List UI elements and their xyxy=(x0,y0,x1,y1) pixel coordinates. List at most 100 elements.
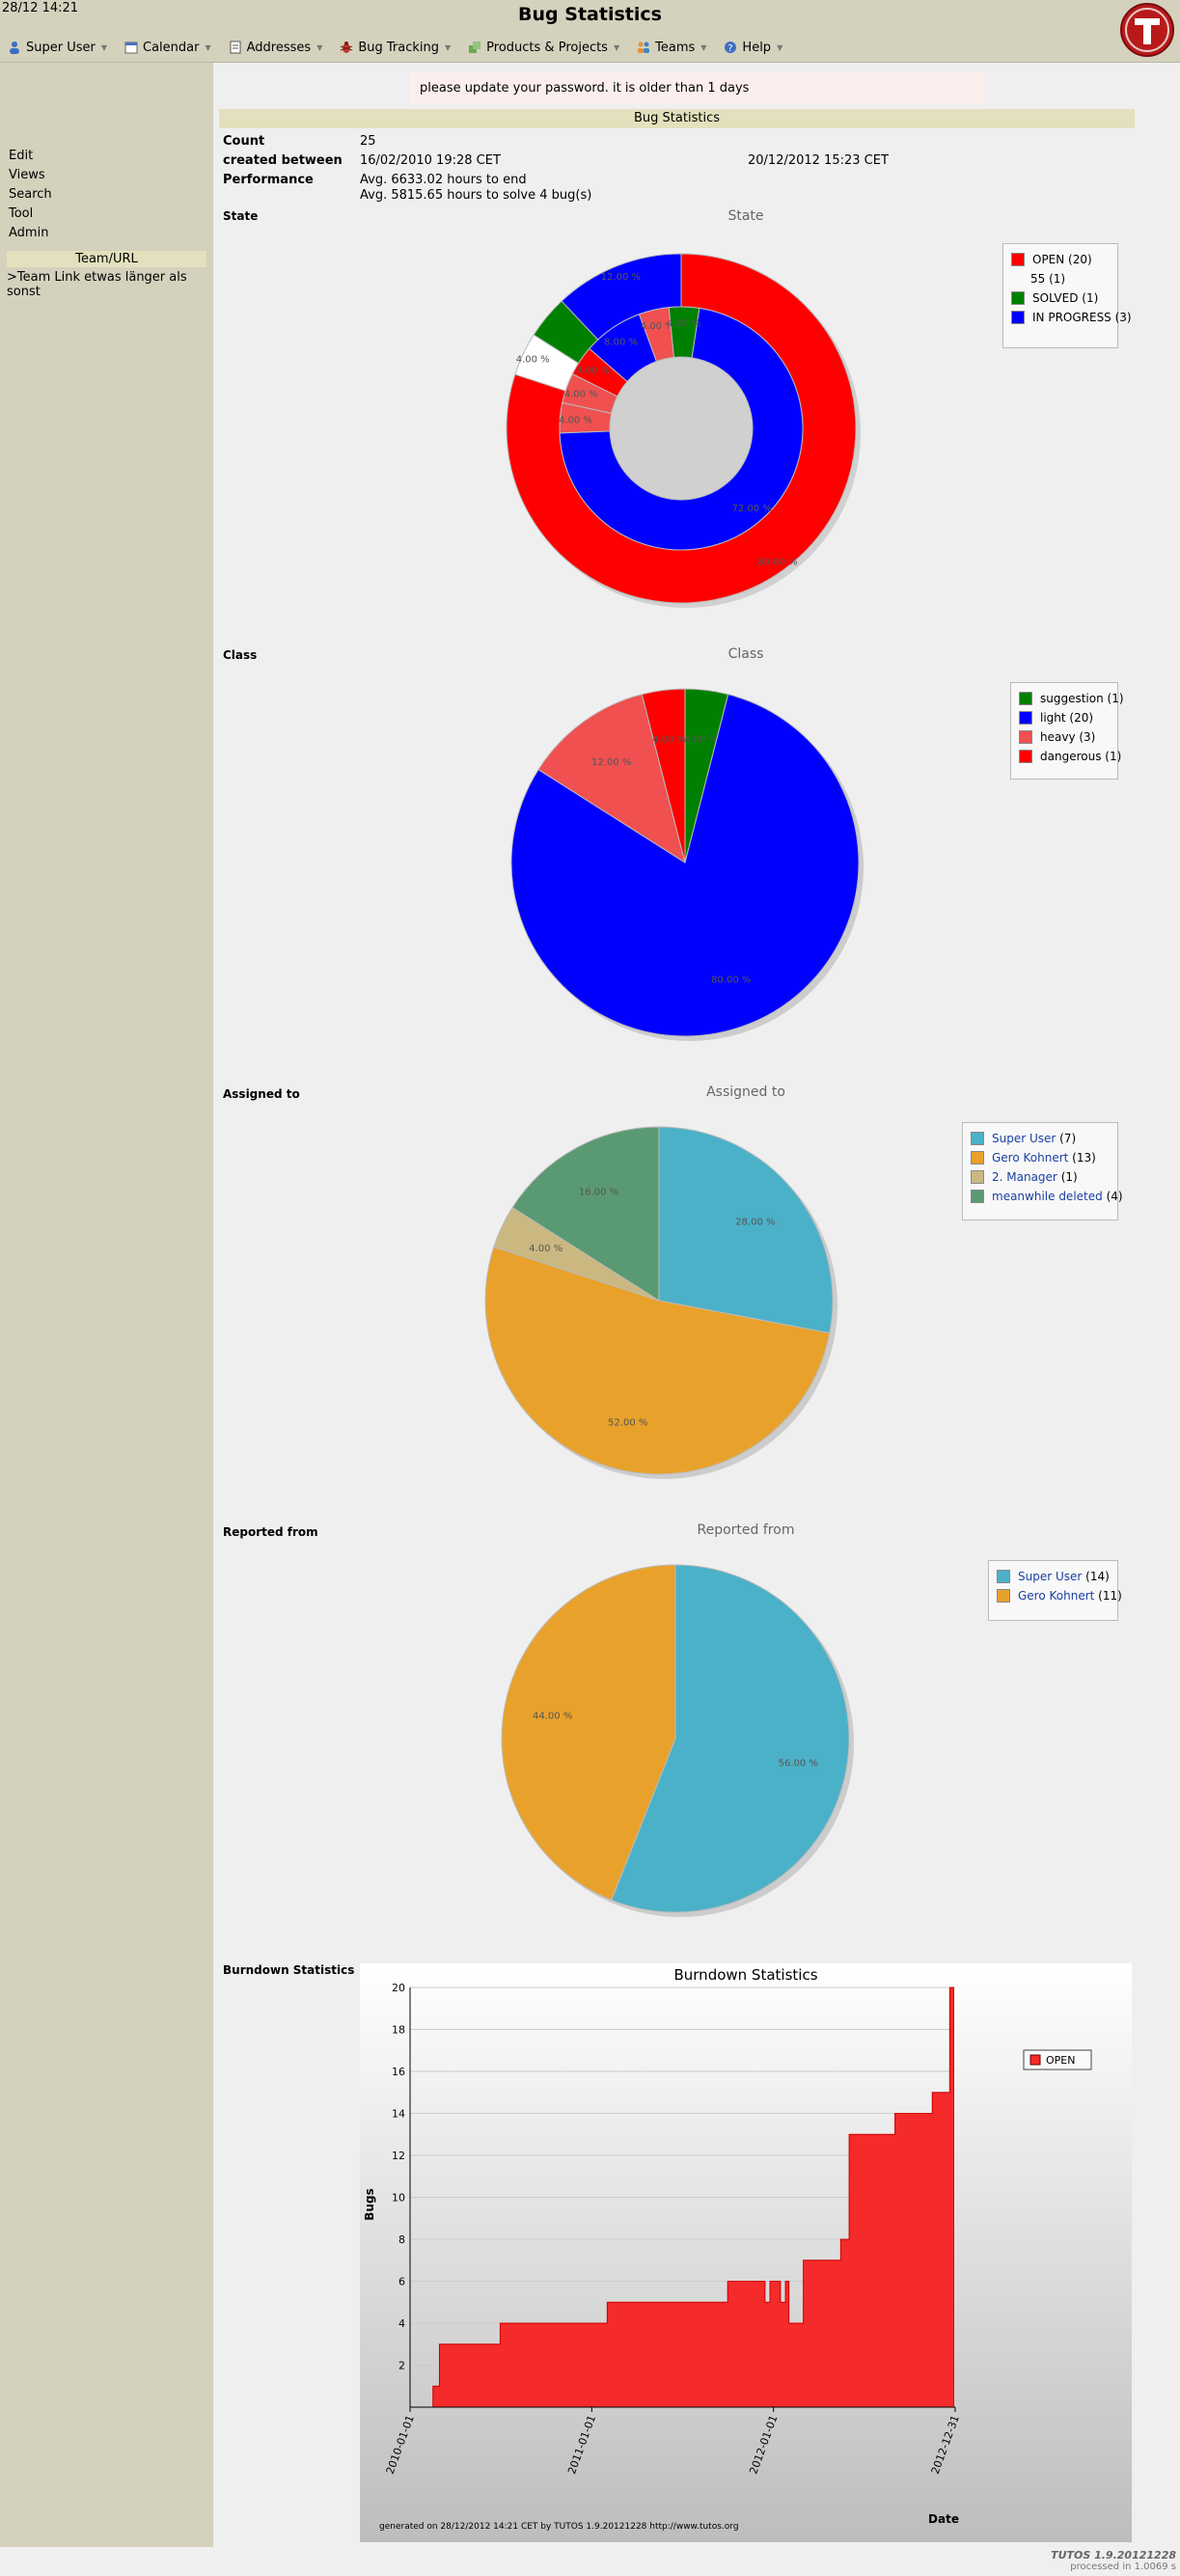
sidebar-link-admin[interactable]: Admin xyxy=(9,226,49,240)
pie-slice[interactable] xyxy=(611,1564,850,1913)
inner-ring-slice[interactable] xyxy=(559,307,804,551)
menu-help[interactable]: ? Help ▼ xyxy=(724,37,782,58)
team-link[interactable]: >Team Link etwas länger als sonst xyxy=(7,270,187,299)
pie-slice[interactable] xyxy=(501,1564,676,1902)
legend-label[interactable]: Gero Kohnert xyxy=(1018,1589,1095,1603)
bug-icon xyxy=(340,41,353,54)
pie-slice-label: 52.00 % xyxy=(608,1418,647,1429)
legend-label[interactable]: Gero Kohnert xyxy=(992,1151,1069,1165)
pie-slice-label: 4.00 % xyxy=(529,1244,563,1254)
inner-ring-slice-label: 8.00 % xyxy=(604,337,638,347)
legend-label: dangerous (1) xyxy=(1040,750,1122,763)
menu-label: Calendar xyxy=(143,40,200,55)
legend-item: 2. Manager (1) xyxy=(971,1167,1110,1187)
pie-slice[interactable] xyxy=(510,694,860,1037)
menu-addresses[interactable]: Addresses ▼ xyxy=(229,37,323,58)
pie-slice[interactable] xyxy=(484,1246,831,1475)
y-tick-label: 18 xyxy=(392,2024,405,2037)
legend-label: OPEN xyxy=(1046,2054,1075,2067)
legend-swatch xyxy=(1011,273,1023,285)
menu-products-projects[interactable]: Products & Projects ▼ xyxy=(468,37,619,58)
menu-bug-tracking[interactable]: Bug Tracking ▼ xyxy=(340,37,451,58)
svg-text:?: ? xyxy=(728,43,733,54)
legend-swatch xyxy=(971,1132,984,1145)
pie-slice-label: 4.00 % xyxy=(652,734,686,745)
performance-solve: Avg. 5815.65 hours to solve 4 bug(s) xyxy=(360,188,592,203)
menu-label: Super User xyxy=(26,40,96,55)
inner-ring-slice-label: 4.00 % xyxy=(559,415,592,425)
legend-label: heavy (3) xyxy=(1040,730,1096,744)
count-label: Count xyxy=(223,134,265,149)
legend-count: (13) xyxy=(1068,1151,1096,1165)
burndown-area-open xyxy=(432,1987,954,2408)
legend-swatch xyxy=(1011,253,1025,266)
products-icon xyxy=(468,41,481,54)
legend-count: (1) xyxy=(1057,1170,1078,1184)
inner-ring-slice-label: 4.00 % xyxy=(641,321,674,332)
sidebar: Edit Views Search Tool Admin Team/URL >T… xyxy=(0,63,213,2547)
legend-item: dangerous (1) xyxy=(1019,747,1121,766)
performance-label: Performance xyxy=(223,173,314,187)
legend-swatch xyxy=(1019,711,1032,725)
menu-label: Teams xyxy=(655,40,696,55)
burndown-title: Burndown Statistics xyxy=(673,1966,817,1984)
inner-ring-slice-label: 4.00 % xyxy=(576,366,610,376)
inner-ring-slice[interactable] xyxy=(668,306,700,359)
y-tick-label: 2 xyxy=(398,2360,405,2372)
sidebar-link-views[interactable]: Views xyxy=(9,168,45,182)
legend-label[interactable]: Super User xyxy=(1018,1570,1083,1583)
inner-ring-slice-label: 72.00 % xyxy=(732,504,772,514)
header-datetime: 28/12 14:21 xyxy=(2,1,79,15)
pie-slice[interactable] xyxy=(537,694,686,864)
section-title: Bug Statistics xyxy=(219,109,1135,128)
legend-swatch xyxy=(1029,2054,1041,2066)
legend-label: SOLVED (1) xyxy=(1032,291,1099,305)
legend-label[interactable]: Super User xyxy=(992,1132,1057,1145)
tutos-logo[interactable] xyxy=(1119,2,1175,58)
pie-slice[interactable] xyxy=(511,1126,660,1302)
burndown-footer: generated on 28/12/2012 14:21 CET by TUT… xyxy=(379,2522,739,2532)
created-to: 20/12/2012 15:23 CET xyxy=(748,153,889,168)
y-tick-label: 6 xyxy=(398,2276,405,2288)
team-url-header: Team/URL xyxy=(7,251,206,267)
chevron-down-icon: ▼ xyxy=(613,42,620,52)
sidebar-link-edit[interactable]: Edit xyxy=(9,149,34,163)
legend-swatch xyxy=(971,1151,984,1165)
footer-version: TUTOS 1.9.20121228 xyxy=(1051,2549,1176,2562)
page-title: Bug Statistics xyxy=(518,4,662,25)
reported-legend: Super User (14) Gero Kohnert (11) xyxy=(988,1560,1122,1621)
legend-label[interactable]: meanwhile deleted xyxy=(992,1190,1103,1203)
main-menu: Super User ▼ Calendar ▼ Addresses ▼ Bug Tra… xyxy=(0,37,800,58)
assigned-pie-chart: Assigned to 28.00 % 52.00 % 4.00 % 16.00 % xyxy=(484,1084,837,1479)
menu-teams[interactable]: Teams ▼ xyxy=(637,37,706,58)
chart-title: Reported from xyxy=(698,1522,795,1538)
burndown-chart: Burndown Statistics24681012141618202010-… xyxy=(360,1963,1132,2542)
pie-slice[interactable] xyxy=(658,1126,834,1334)
legend-item: Super User (14) xyxy=(997,1567,1110,1586)
legend-swatch xyxy=(971,1170,984,1184)
performance-end: Avg. 6633.02 hours to end xyxy=(360,173,527,187)
legend-item: Super User (7) xyxy=(971,1129,1110,1148)
y-axis-label: Bugs xyxy=(363,2188,376,2220)
y-tick-label: 4 xyxy=(398,2317,405,2330)
menu-super-user[interactable]: Super User ▼ xyxy=(8,37,107,58)
menu-calendar[interactable]: Calendar ▼ xyxy=(124,37,211,58)
burndown-background xyxy=(360,1963,1132,2542)
chevron-down-icon: ▼ xyxy=(445,42,452,52)
legend-count: (4) xyxy=(1102,1190,1123,1203)
legend-item: SOLVED (1) xyxy=(1011,288,1110,308)
created-label: created between xyxy=(223,153,343,168)
legend-item: suggestion (1) xyxy=(1019,689,1124,708)
legend-label[interactable]: 2. Manager xyxy=(992,1170,1057,1184)
y-tick-label: 20 xyxy=(392,1982,405,1994)
sidebar-link-tool[interactable]: Tool xyxy=(9,206,34,221)
y-tick-label: 14 xyxy=(392,2108,405,2121)
pie-slice[interactable] xyxy=(641,688,686,863)
chevron-down-icon: ▼ xyxy=(316,42,323,52)
legend-item: Gero Kohnert (13) xyxy=(971,1148,1110,1167)
legend-swatch xyxy=(997,1570,1010,1583)
legend-item: OPEN (20) xyxy=(1011,250,1110,269)
sidebar-link-search[interactable]: Search xyxy=(9,187,52,202)
legend-item: IN PROGRESS (3) xyxy=(1011,308,1132,327)
